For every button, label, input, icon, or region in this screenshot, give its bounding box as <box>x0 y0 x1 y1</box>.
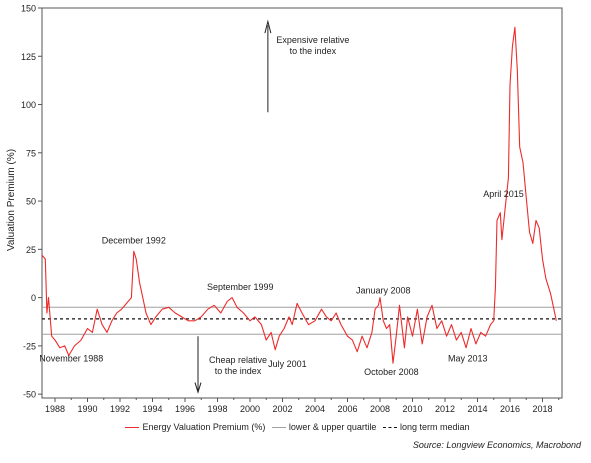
arrow-up-head <box>264 19 272 34</box>
x-tick-label: 2014 <box>467 404 487 414</box>
x-tick-label: 1992 <box>110 404 130 414</box>
x-tick: 1996 <box>175 398 195 414</box>
legend-label-premium: Energy Valuation Premium (%) <box>142 422 266 432</box>
annotation-label: October 2008 <box>364 367 419 377</box>
y-tick: 0 <box>31 293 42 303</box>
y-tick-label: 75 <box>26 148 36 158</box>
y-tick: -50 <box>23 390 42 400</box>
y-tick-label: -50 <box>23 390 36 400</box>
y-tick-label: 150 <box>21 4 36 14</box>
x-tick-label: 2012 <box>435 404 455 414</box>
y-tick-label: 100 <box>21 100 36 110</box>
legend: Energy Valuation Premium (%) lower & upp… <box>0 422 591 432</box>
y-tick: 75 <box>26 148 42 158</box>
x-tick: 1992 <box>110 398 130 414</box>
annotation-label: September 1999 <box>207 282 274 292</box>
axes: 150 125 100 75 50 25 0 -25 -50 1988 1990 1992 1994 19… <box>21 4 563 414</box>
source-note: Source: Longview Economics, Macrobond <box>412 440 581 450</box>
annotation-label: January 2008 <box>356 286 411 296</box>
x-tick: 2010 <box>402 398 423 414</box>
x-tick-label: 1996 <box>175 404 195 414</box>
annotation-label: July 2001 <box>268 359 307 369</box>
x-tick: 1990 <box>77 398 98 414</box>
y-tick: 100 <box>21 100 42 110</box>
plot-frame <box>41 7 563 399</box>
annotation-label: November 1988 <box>39 353 103 363</box>
annotation-label: December 1992 <box>102 236 166 246</box>
legend-swatch-quartile <box>271 427 286 429</box>
y-tick-label: 25 <box>26 245 36 255</box>
x-tick: 1994 <box>142 398 163 414</box>
x-tick-label: 2004 <box>305 404 325 414</box>
x-tick-label: 2006 <box>337 404 357 414</box>
reference-lines <box>42 306 562 335</box>
x-tick: 2014 <box>467 398 488 414</box>
x-tick-label: 1994 <box>142 404 162 414</box>
x-tick-label: 2000 <box>240 404 260 414</box>
x-tick: 2006 <box>337 398 358 414</box>
annotations: December 1992 September 1999 January 2008 A… <box>39 19 524 394</box>
y-tick: 50 <box>26 197 42 207</box>
y-tick-label: 125 <box>21 52 36 62</box>
x-tick: 2000 <box>240 398 260 414</box>
x-tick: 2008 <box>370 398 390 414</box>
y-tick: 25 <box>26 245 42 255</box>
y-tick: -25 <box>23 341 42 351</box>
arrow-up-label: to the index <box>290 46 337 56</box>
y-tick: 150 <box>21 4 42 14</box>
x-tick: 2004 <box>305 398 325 414</box>
x-tick-label: 1988 <box>45 404 65 414</box>
y-tick-label: 0 <box>31 293 36 303</box>
x-tick-label: 2002 <box>272 404 292 414</box>
y-axis-label: Valuation Premium (%) <box>6 149 17 251</box>
legend-label-median: long term median <box>399 422 470 432</box>
arrow-down-head <box>194 382 202 394</box>
annotation-label: April 2015 <box>483 189 524 199</box>
annotation-label: May 2013 <box>448 353 488 363</box>
legend-swatch-median <box>382 427 397 429</box>
legend-swatch-premium <box>125 427 140 429</box>
y-tick-label: -25 <box>23 341 36 351</box>
y-tick: 125 <box>21 52 42 62</box>
x-tick-label: 2016 <box>500 404 520 414</box>
series-layer <box>41 26 557 364</box>
x-tick-label: 2018 <box>532 404 552 414</box>
series-line-energy-premium <box>41 26 557 364</box>
x-tick-label: 1990 <box>77 404 97 414</box>
x-tick-label: 2008 <box>370 404 390 414</box>
x-tick: 2012 <box>435 398 455 414</box>
y-tick-label: 50 <box>26 197 36 207</box>
x-tick: 1988 <box>45 398 65 414</box>
x-tick: 2016 <box>500 398 520 414</box>
x-tick: 2002 <box>272 398 293 414</box>
legend-label-quartile: lower & upper quartile <box>288 422 377 432</box>
x-tick-label: 2010 <box>402 404 422 414</box>
x-tick-label: 1998 <box>207 404 227 414</box>
arrow-down-label: Cheap relative <box>209 355 267 365</box>
x-tick: 2018 <box>532 398 553 414</box>
x-tick: 1998 <box>207 398 228 414</box>
arrow-up-label: Expensive relative <box>276 35 349 45</box>
arrow-down-label: to the index <box>215 366 262 376</box>
